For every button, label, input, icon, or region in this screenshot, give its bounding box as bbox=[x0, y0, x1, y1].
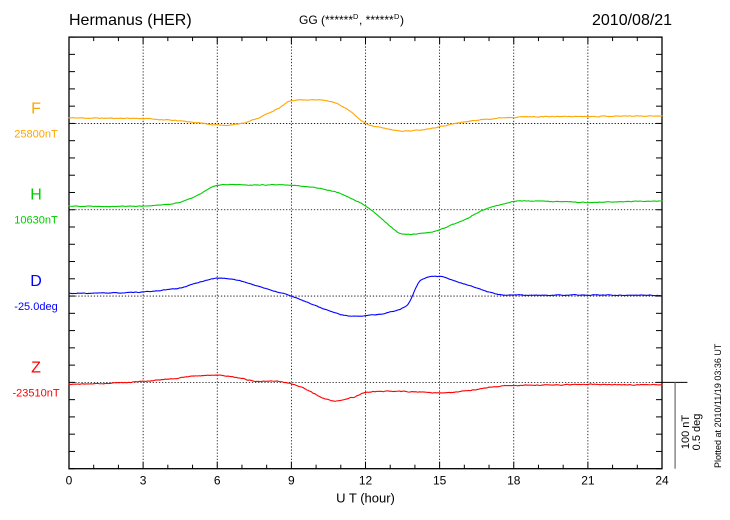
svg-text:F: F bbox=[31, 100, 41, 117]
svg-text:25800nT: 25800nT bbox=[14, 128, 58, 140]
svg-text:-23510nT: -23510nT bbox=[12, 387, 59, 399]
svg-text:Z: Z bbox=[31, 359, 41, 376]
svg-text:2010/08/21: 2010/08/21 bbox=[592, 12, 672, 29]
svg-text:21: 21 bbox=[581, 474, 595, 488]
svg-text:): ) bbox=[400, 13, 404, 27]
svg-text:U T (hour): U T (hour) bbox=[336, 491, 395, 506]
svg-text:Plotted at 2010/11/19 03:36 UT: Plotted at 2010/11/19 03:36 UT bbox=[713, 343, 723, 468]
svg-text:10630nT: 10630nT bbox=[14, 215, 58, 227]
svg-text:24: 24 bbox=[655, 474, 669, 488]
svg-text:12: 12 bbox=[359, 474, 373, 488]
svg-text:D: D bbox=[30, 273, 42, 290]
svg-text:-25.0deg: -25.0deg bbox=[14, 301, 57, 313]
svg-text:, ******: , ****** bbox=[359, 13, 394, 27]
svg-text:15: 15 bbox=[433, 474, 447, 488]
svg-text:GG (******: GG (****** bbox=[299, 13, 353, 27]
svg-text:9: 9 bbox=[288, 474, 295, 488]
svg-text:0.5 deg: 0.5 deg bbox=[691, 414, 703, 451]
svg-text:H: H bbox=[30, 187, 42, 204]
svg-text:6: 6 bbox=[214, 474, 221, 488]
svg-text:Hermanus (HER): Hermanus (HER) bbox=[69, 12, 192, 29]
svg-text:18: 18 bbox=[507, 474, 521, 488]
svg-text:3: 3 bbox=[140, 474, 147, 488]
svg-text:0: 0 bbox=[66, 474, 73, 488]
